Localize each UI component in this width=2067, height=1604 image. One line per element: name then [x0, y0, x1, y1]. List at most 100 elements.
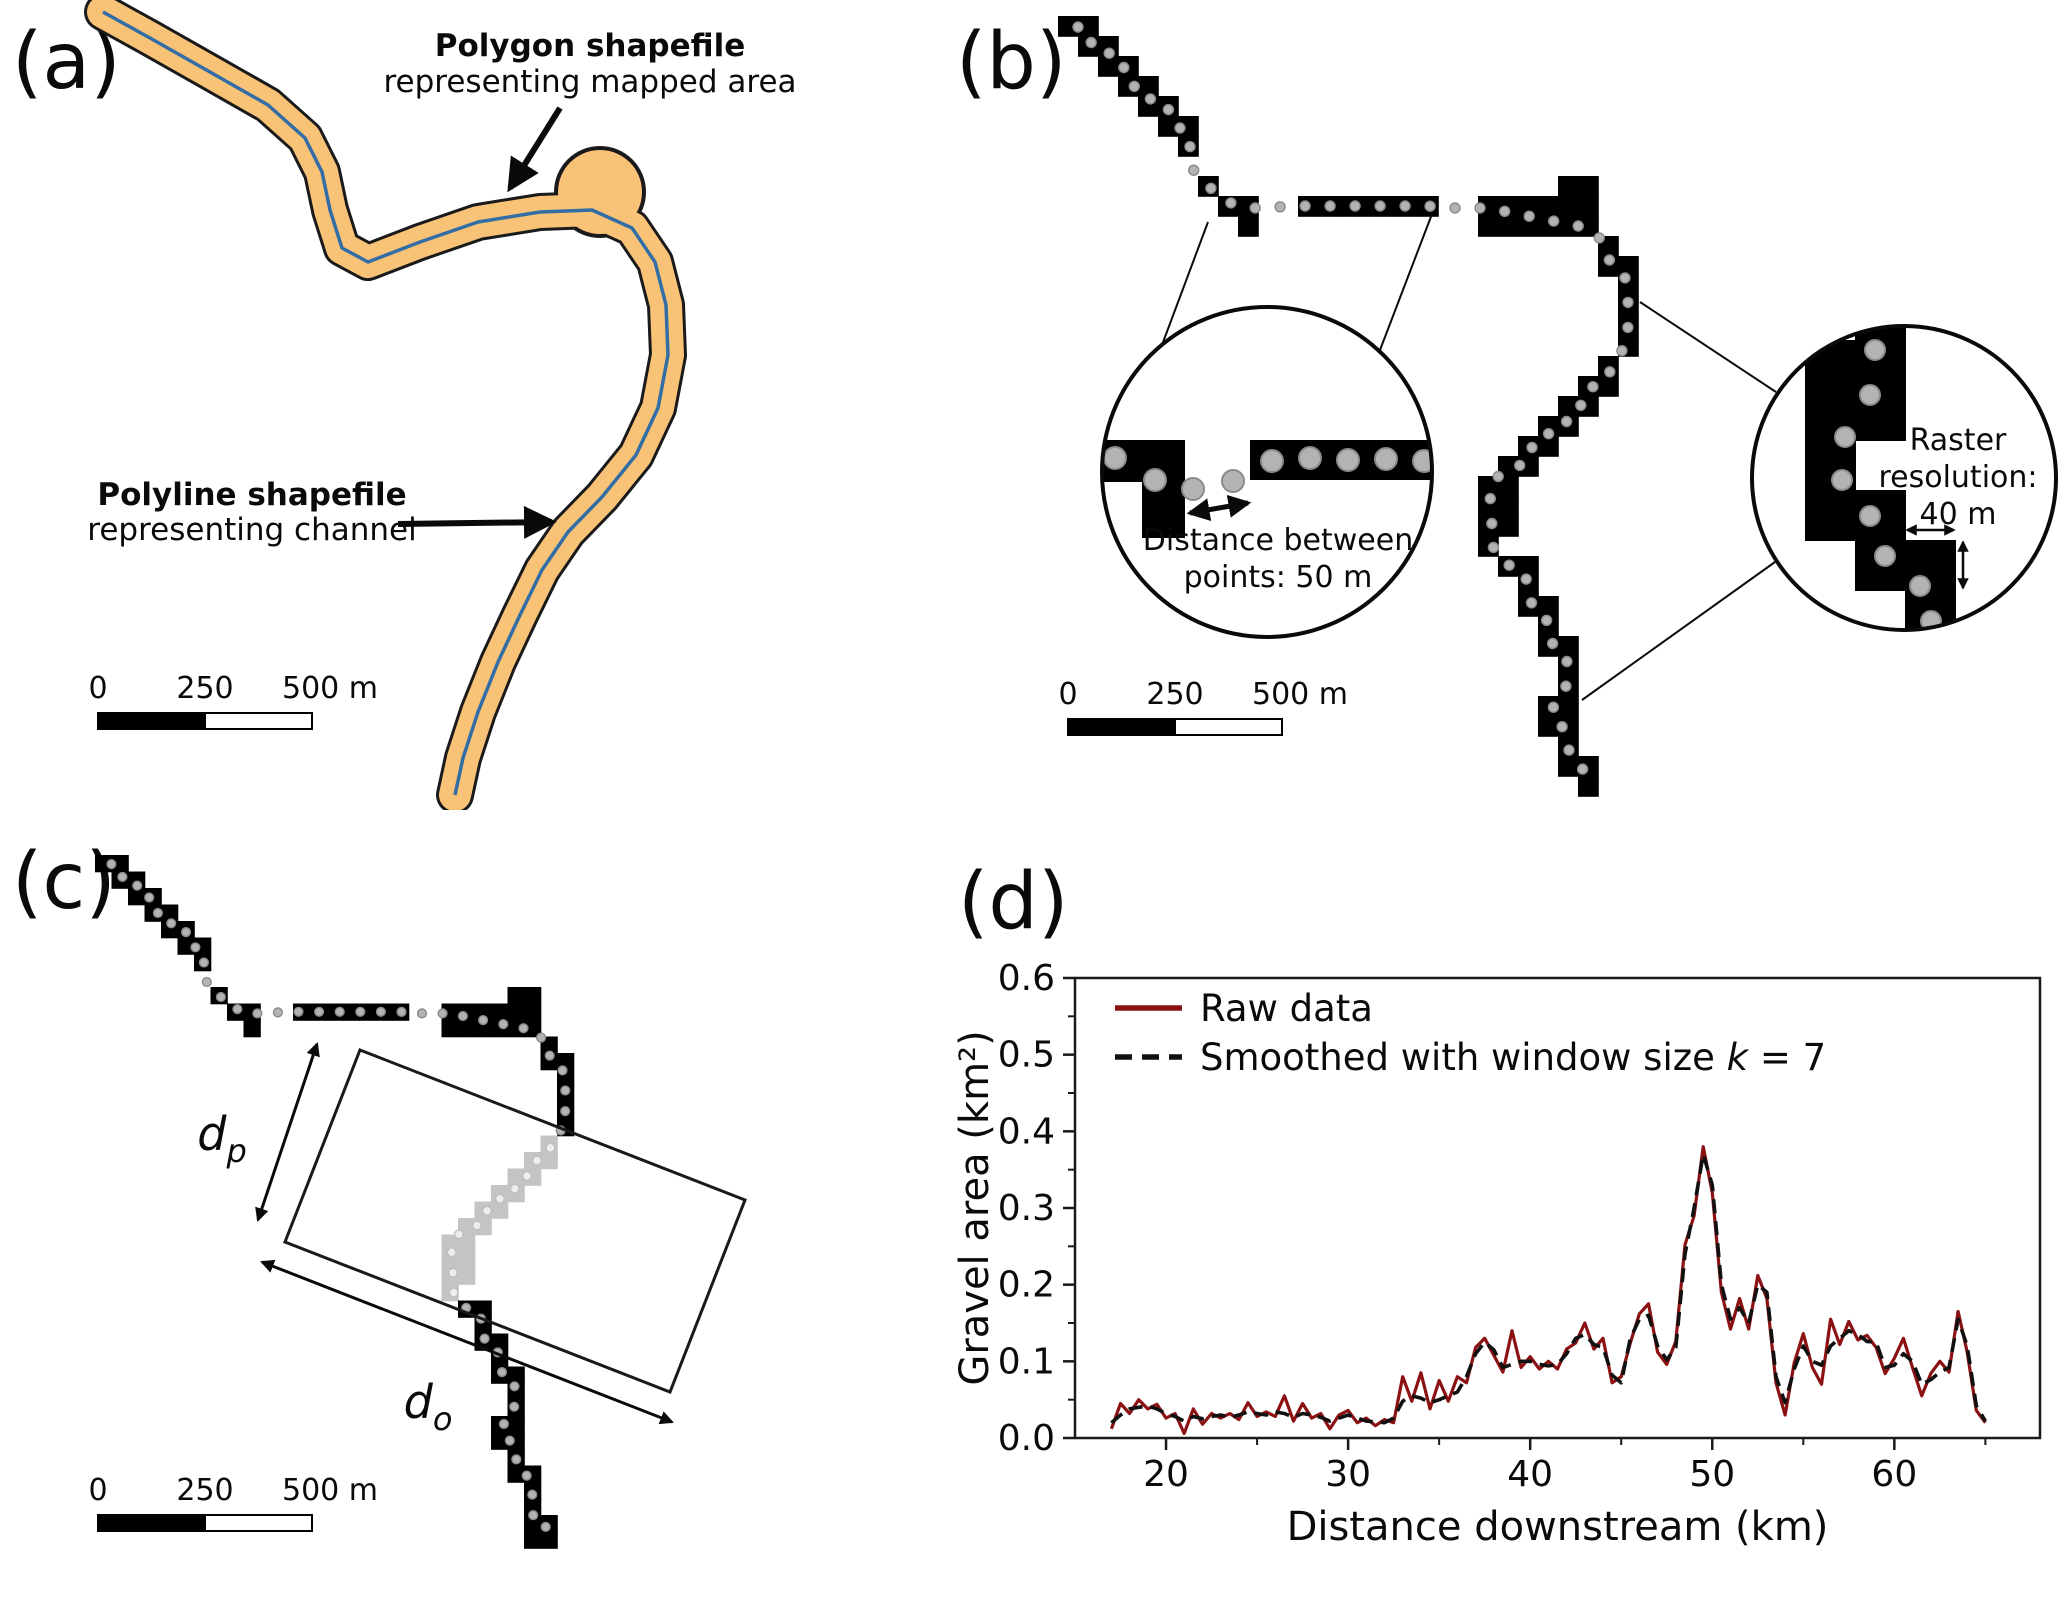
centerline-point [527, 1489, 538, 1500]
centerline-point [201, 976, 212, 988]
centerline-point [272, 1007, 284, 1018]
legend-raw-label: Raw data [1200, 987, 1373, 1030]
raster-cell [1498, 456, 1519, 477]
centerline-point [1486, 517, 1498, 530]
centerline-point [1523, 210, 1535, 222]
left-magnifier-circle [1100, 305, 1434, 639]
scale-label-250: 250 [176, 671, 233, 706]
centerline-point [1575, 399, 1587, 411]
panel-d-chart: (d) 20 30 40 50 60 0.0 0.1 0.2 0.3 0.4 0.5 0.6 Dista… [952, 857, 2042, 1550]
y-axis-label: Gravel area (km²) [952, 1030, 998, 1385]
centerline-point [1449, 202, 1461, 214]
raster-cell [1578, 776, 1599, 797]
raster-cell [111, 855, 129, 873]
raster-cell [161, 904, 179, 922]
x-tick-label: 40 [1507, 1454, 1553, 1495]
x-tick-label: 50 [1689, 1454, 1735, 1495]
raster-cell [1498, 476, 1519, 497]
centerline-point [1499, 205, 1511, 218]
centerline-point [531, 1155, 543, 1166]
right-callout-caption-line3: 40 m [1920, 497, 1997, 532]
centerline-point [498, 1418, 510, 1430]
raster-cell [524, 1020, 542, 1038]
centerline-point [1540, 614, 1553, 626]
polygon-annotation-line2: representing mapped area [383, 64, 796, 100]
polyline-annotation-line1: Polyline shapefile [97, 477, 406, 513]
raster-cell [1138, 76, 1159, 97]
polyline-annotation-arrow [397, 505, 557, 539]
centerline-point [1576, 763, 1589, 775]
polygon-annotation-arrow [507, 106, 563, 193]
raster-cell [1158, 116, 1179, 137]
raster-cell-highlighted [441, 1234, 459, 1252]
y-tick-label: 0.1 [998, 1341, 1055, 1382]
centerline-point [1144, 93, 1157, 105]
centerline-point [1174, 122, 1186, 134]
y-tick-label: 0.0 [998, 1418, 1055, 1459]
scale-label-500: 500 m [282, 671, 378, 706]
centerline-point [1542, 428, 1555, 440]
panel-b-raster-map: (b) Distance between poin [956, 16, 2058, 797]
y-tick-label: 0.3 [998, 1188, 1055, 1229]
raster-cell [1358, 196, 1379, 217]
centerline-point [1561, 655, 1573, 668]
centerline-point [496, 1366, 508, 1378]
raster-cell [540, 1531, 558, 1549]
raster-cell [1558, 396, 1579, 417]
centerline-point [509, 1183, 520, 1194]
centerline-point [1424, 200, 1436, 212]
do-label: do [404, 1375, 453, 1438]
raster-cell [1538, 716, 1559, 737]
centerline-point [1503, 559, 1515, 571]
centerline-point [1560, 415, 1573, 428]
raster-cell [1378, 196, 1399, 217]
centerline-point [1593, 232, 1605, 244]
raster-channel [95, 855, 575, 1549]
centerline-point [560, 1085, 571, 1096]
raster-cell [524, 987, 542, 1005]
x-tick-label: 30 [1325, 1454, 1371, 1495]
raster-cell [1558, 756, 1579, 777]
centerline-point [540, 1521, 551, 1533]
raster-cell [1538, 196, 1559, 217]
centerline-point [1514, 459, 1526, 472]
panel-c-rectangle-map: (c) dp do 0 250 500 m [12, 837, 747, 1549]
centerline-point [416, 1008, 428, 1019]
centerline-point [511, 1454, 522, 1465]
raster-cell [1598, 376, 1619, 397]
scale-bar-white-segment [1174, 718, 1283, 736]
centerline-point [1249, 202, 1261, 214]
centerline-point [535, 1032, 547, 1043]
raster-cell [507, 987, 525, 1005]
centerline-point [446, 1247, 457, 1258]
scale-bar-white-segment [204, 712, 313, 730]
raster-cell [1578, 216, 1599, 237]
raster-cell [458, 1020, 476, 1038]
raster-cell-highlighted [491, 1201, 509, 1219]
centerline-point [528, 1509, 539, 1521]
centerline-point [1604, 366, 1616, 378]
centerline-point [232, 1004, 243, 1015]
centerline-point [437, 1008, 448, 1019]
right-magnifier-callout-line-1 [1639, 301, 1777, 393]
raster-cell [1558, 696, 1579, 717]
right-callout-caption-line2: resolution: [1878, 460, 2037, 495]
raster-cell [491, 1003, 509, 1021]
centerline-point [481, 1205, 493, 1216]
raster-cell [1238, 216, 1259, 237]
raster-cell [95, 855, 113, 873]
raster-cell [1518, 196, 1539, 217]
centerline-point [1225, 197, 1237, 209]
centerline-point [457, 1010, 469, 1022]
centerline-point [1560, 680, 1572, 692]
y-tick-label: 0.2 [998, 1265, 1055, 1306]
left-callout-caption-line2: points: 50 m [1184, 560, 1373, 595]
centerline-point [1118, 61, 1130, 74]
scale-label-0: 0 [1058, 677, 1077, 712]
smoothed-data-line [1110, 1152, 1987, 1425]
centerline-point [1572, 220, 1584, 232]
centerline-point [479, 1333, 490, 1344]
polygon-annotation: Polygon shapefile representing mapped ar… [383, 28, 797, 193]
scale-bar-black-segment [97, 712, 206, 730]
